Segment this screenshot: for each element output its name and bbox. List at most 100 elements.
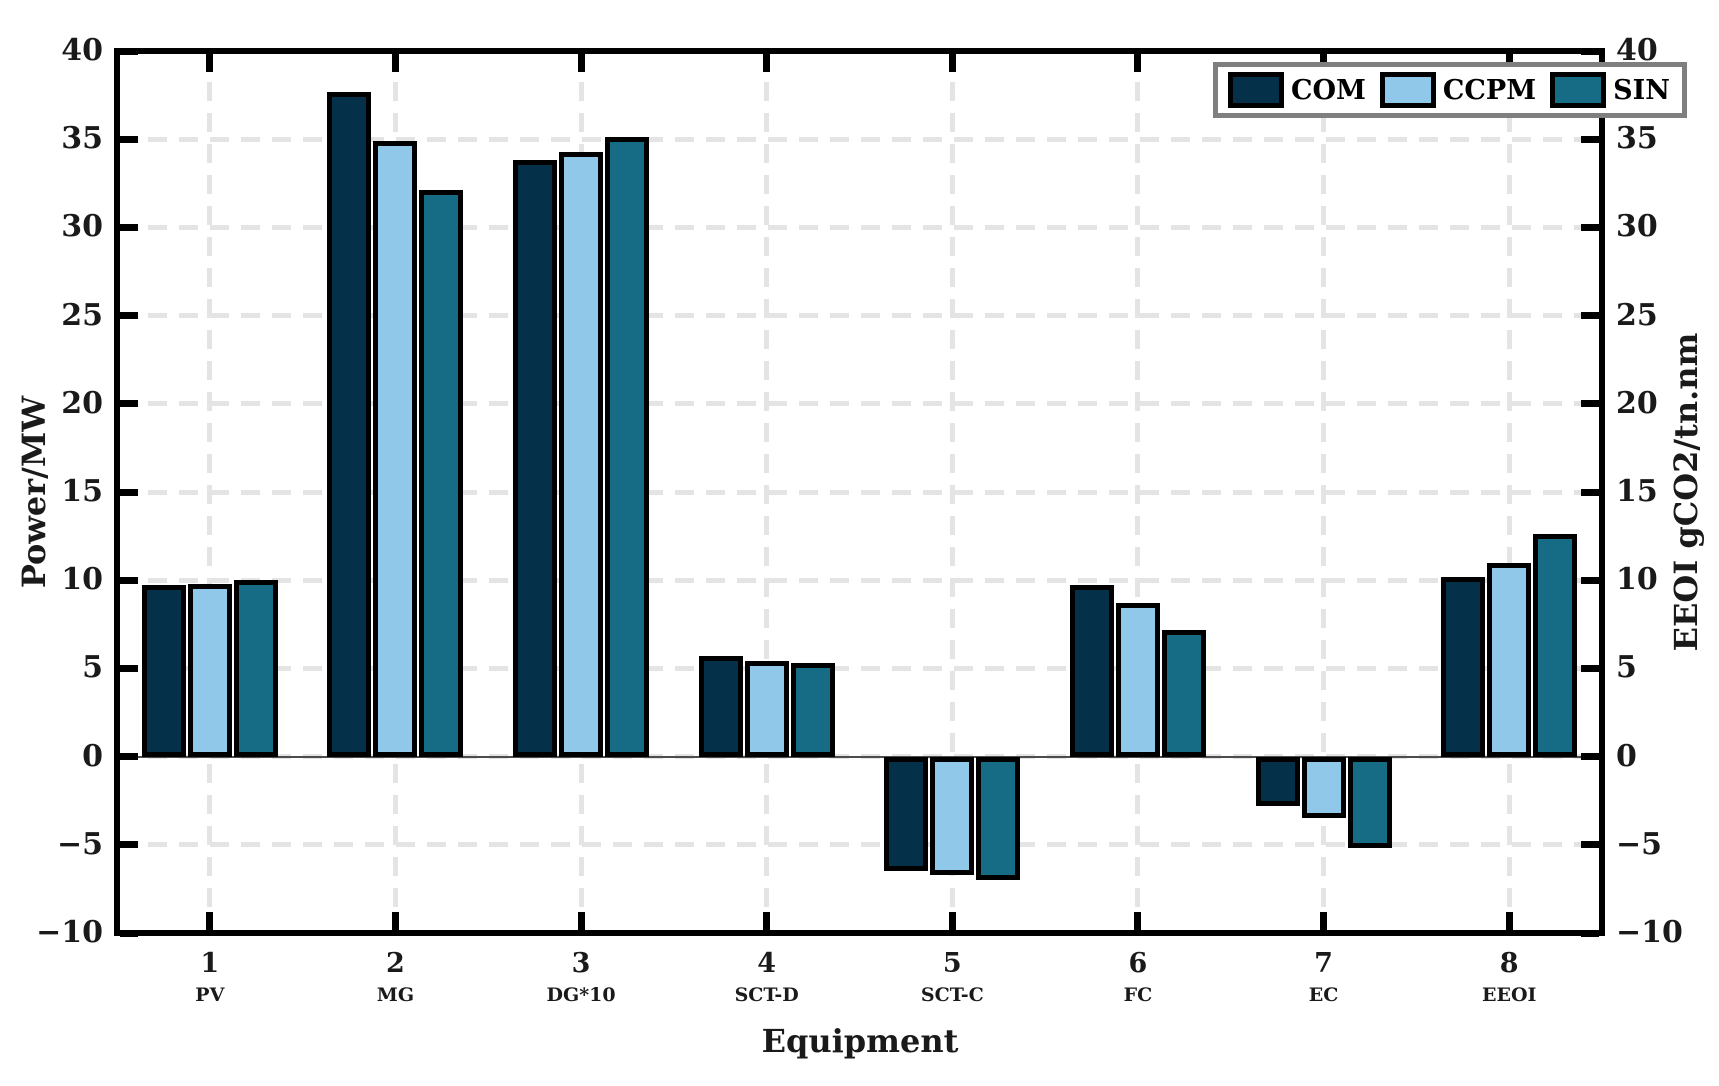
ytick-label-right-25: 25 [1616,297,1658,333]
bar-SIN-2 [419,190,464,757]
x-axis-title: Equipment [761,1022,959,1060]
tick-left-0 [120,753,138,761]
tick-left-10 [120,576,138,584]
gridline-h--5 [117,842,1602,848]
legend-entry-SIN: SIN [1550,72,1670,108]
tick-right-40 [1581,47,1599,55]
bar-COM-3 [513,160,558,757]
legend-swatch-COM [1228,72,1284,108]
xtick-label-4: 4 [757,948,777,979]
xtick-sublabel-SCT-C: SCT-C [920,984,984,1006]
bar-CCPM-1 [187,583,232,757]
bar-SIN-8 [1533,534,1578,757]
ytick-label-left-20: 20 [61,385,103,421]
tick-right-0 [1581,753,1599,761]
legend-label-COM: COM [1291,74,1366,106]
gridline-h-30 [117,224,1602,230]
ytick-label-left-10: 10 [61,562,103,598]
xtick-label-1: 1 [200,948,220,979]
tick-bottom-7 [1320,912,1328,930]
ytick-label-right-10: 10 [1616,562,1658,598]
tick-left-20 [120,400,138,408]
tick-right-25 [1581,312,1599,320]
xtick-sublabel-EC: EC [1308,984,1339,1006]
ytick-label-left-30: 30 [61,209,103,245]
bar-CCPM-5 [930,756,975,875]
ytick-label-left-0: 0 [82,738,103,774]
xtick-label-6: 6 [1128,948,1148,979]
tick-bottom-4 [763,912,771,930]
ytick-label-right-20: 20 [1616,385,1658,421]
legend-swatch-SIN [1550,72,1607,108]
gridline-h-25 [117,313,1602,319]
ytick-label-right--5: −5 [1616,826,1663,862]
tick-top-4 [763,54,771,72]
tick-right-35 [1581,135,1599,143]
tick-bottom-8 [1505,912,1513,930]
ytick-label-left-25: 25 [61,297,103,333]
tick-left-40 [120,47,138,55]
bar-COM-6 [1069,585,1114,757]
ytick-label-left--5: −5 [56,826,103,862]
tick-left-35 [120,135,138,143]
gridline-v-1 [207,51,213,933]
tick-right-10 [1581,576,1599,584]
tick-right-5 [1581,664,1599,672]
xtick-label-2: 2 [386,948,405,979]
gridline-v-4 [764,51,770,933]
xtick-label-3: 3 [571,948,591,979]
ytick-label-right--10: −10 [1616,915,1683,950]
bar-SIN-7 [1347,756,1392,849]
tick-right--10 [1581,929,1599,937]
tick-left--10 [120,929,138,937]
gridline-h-20 [117,401,1602,407]
xtick-label-8: 8 [1499,948,1519,979]
bar-CCPM-2 [373,140,418,757]
legend-entry-COM: COM [1228,72,1366,108]
tick-top-6 [1134,54,1142,72]
bar-SIN-6 [1161,629,1206,757]
gridline-h-15 [117,489,1602,495]
ytick-label-left-15: 15 [61,474,103,509]
tick-bottom-2 [391,912,399,930]
gridline-v-7 [1321,51,1327,933]
xtick-sublabel-SCT-D: SCT-D [734,984,799,1006]
bar-COM-7 [1255,756,1300,806]
legend-label-CCPM: CCPM [1442,74,1537,106]
tick-bottom-5 [948,912,956,930]
tick-bottom-1 [206,912,214,930]
zero-baseline [117,755,1602,758]
tick-left-25 [120,312,138,320]
bar-CCPM-4 [744,661,789,757]
bar-CCPM-8 [1487,562,1532,757]
ytick-label-right-40: 40 [1616,33,1658,68]
legend-label-SIN: SIN [1613,74,1670,106]
tick-right--5 [1581,841,1599,849]
bar-COM-4 [698,656,743,757]
tick-top-3 [577,54,585,72]
tick-top-1 [206,54,214,72]
tick-left--5 [120,841,138,849]
tick-left-30 [120,223,138,231]
tick-bottom-6 [1134,912,1142,930]
gridline-v-6 [1135,51,1141,933]
ytick-label-left-35: 35 [61,121,103,157]
ytick-label-right-15: 15 [1616,474,1658,509]
bar-COM-1 [141,585,186,757]
bar-CCPM-3 [559,151,604,757]
gridline-v-5 [949,51,955,933]
bar-SIN-5 [976,756,1021,881]
xtick-sublabel-MG: MG [376,984,415,1006]
bar-SIN-3 [605,137,650,757]
tick-left-15 [120,488,138,496]
gridline-v-8 [1506,51,1512,933]
tick-right-15 [1581,488,1599,496]
bar-CCPM-7 [1301,756,1346,819]
bar-COM-2 [327,91,372,757]
ytick-label-right-35: 35 [1616,121,1658,157]
ytick-label-left-5: 5 [82,650,103,686]
legend: COM CCPM SIN [1213,62,1687,118]
xtick-sublabel-FC: FC [1123,984,1153,1006]
bar-CCPM-6 [1115,603,1160,757]
